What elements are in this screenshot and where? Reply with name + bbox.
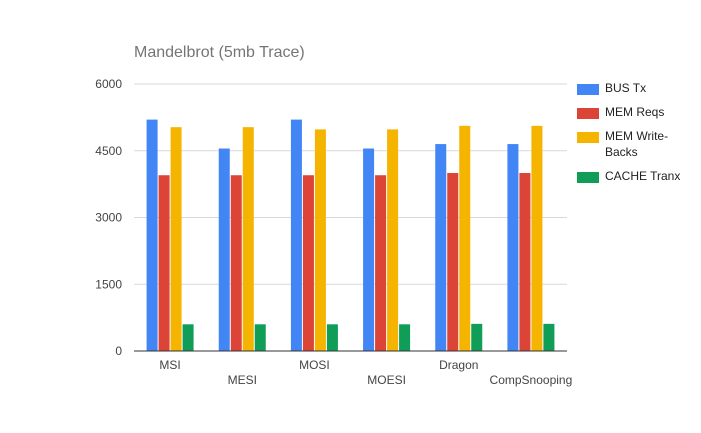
bar-bus-tx-dragon (435, 144, 447, 351)
bar-cache-tranx-mesi (254, 324, 266, 351)
legend-label: BUS Tx (605, 81, 647, 95)
bar-mem-write-backs-moesi (387, 129, 399, 351)
bar-cache-tranx-moesi (399, 324, 411, 351)
x-tick-label: MSI (159, 358, 180, 372)
y-tick-label: 0 (115, 344, 122, 358)
legend-item: MEM Write- Backs (577, 128, 699, 160)
bar-cache-tranx-compsnooping (543, 323, 555, 351)
bar-mem-reqs-mesi (230, 175, 242, 351)
chart-title: Mandelbrot (5mb Trace) (134, 44, 305, 61)
legend-swatch (577, 132, 599, 143)
bar-mem-write-backs-mosi (314, 129, 326, 351)
bar-cache-tranx-mosi (326, 324, 338, 351)
bar-bus-tx-msi (146, 119, 158, 351)
bar-mem-reqs-compsnooping (519, 173, 531, 351)
bar-bus-tx-mesi (218, 148, 230, 351)
y-tick-label: 3000 (95, 211, 122, 225)
y-tick-label: 4500 (95, 144, 122, 158)
bar-bus-tx-compsnooping (507, 144, 519, 351)
bar-mem-reqs-msi (158, 175, 170, 351)
x-tick-label: MOESI (367, 373, 406, 387)
legend-item: BUS Tx (577, 80, 699, 96)
bar-cache-tranx-msi (182, 324, 194, 351)
x-tick-label: MOSI (299, 358, 330, 372)
bar-mem-reqs-dragon (447, 173, 459, 351)
legend: BUS Tx MEM Reqs MEM Write- Backs CACHE Tranx (577, 80, 699, 192)
legend-item: CACHE Tranx (577, 168, 699, 184)
x-tick-label: CompSnooping (490, 373, 573, 387)
legend-swatch (577, 84, 599, 95)
bar-bus-tx-moesi (363, 148, 375, 351)
y-tick-label: 1500 (95, 277, 122, 291)
bar-mem-write-backs-dragon (459, 125, 471, 351)
x-tick-label: Dragon (439, 358, 478, 372)
bar-mem-reqs-moesi (375, 175, 387, 351)
bar-bus-tx-mosi (290, 119, 302, 351)
bar-mem-write-backs-mesi (242, 127, 254, 351)
legend-swatch (577, 108, 599, 119)
bar-mem-reqs-mosi (302, 175, 314, 351)
legend-label: MEM Write- Backs (605, 129, 669, 159)
bar-cache-tranx-dragon (471, 323, 483, 351)
legend-label: MEM Reqs (605, 105, 665, 119)
legend-label: CACHE Tranx (605, 169, 681, 183)
bar-mem-write-backs-compsnooping (531, 125, 543, 351)
legend-swatch (577, 172, 599, 183)
bar-mem-write-backs-msi (170, 127, 182, 351)
x-tick-label: MESI (228, 373, 257, 387)
y-tick-label: 6000 (95, 77, 122, 91)
legend-item: MEM Reqs (577, 104, 699, 120)
